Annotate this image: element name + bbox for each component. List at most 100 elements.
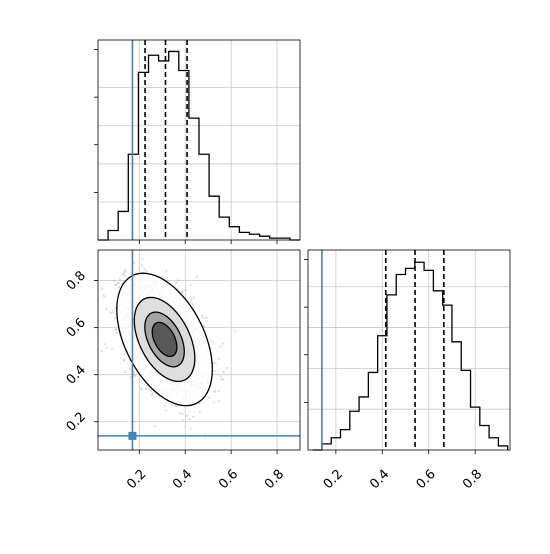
scatter-point xyxy=(114,328,117,331)
scatter-point xyxy=(121,273,124,276)
scatter-point xyxy=(115,331,118,335)
scatter-point xyxy=(220,378,223,381)
scatter-point xyxy=(124,268,127,272)
scatter-point xyxy=(115,328,118,331)
scatter-point xyxy=(203,324,206,328)
scatter-point xyxy=(111,347,114,350)
scatter-point xyxy=(116,281,119,284)
x-tick-label: 0.2 xyxy=(321,467,346,492)
histogram-step xyxy=(312,261,509,451)
y-tick-label: 0.4 xyxy=(64,362,89,387)
scatter-point xyxy=(175,281,178,284)
scatter-point xyxy=(190,427,193,430)
scatter-point xyxy=(100,350,103,353)
density-contour xyxy=(133,296,196,383)
scatter-point xyxy=(188,418,191,421)
scatter-point xyxy=(222,342,225,345)
scatter-point xyxy=(114,317,117,320)
x-tick-label: 0.6 xyxy=(414,467,439,492)
scatter-point xyxy=(132,261,136,264)
scatter-point xyxy=(205,316,208,319)
scatter-point xyxy=(191,415,195,418)
scatter-point xyxy=(189,284,192,287)
scatter-point xyxy=(202,317,205,320)
scatter-point xyxy=(141,264,144,267)
scatter-point xyxy=(212,390,216,393)
scatter-point xyxy=(133,420,136,423)
scatter-point xyxy=(217,389,220,392)
scatter-point xyxy=(192,296,196,299)
scatter-point xyxy=(129,376,132,379)
scatter-point xyxy=(114,306,117,309)
scatter-point xyxy=(145,387,148,390)
scatter-point xyxy=(122,359,125,362)
scatter-point xyxy=(181,413,184,416)
scatter-point xyxy=(132,372,135,375)
scatter-point xyxy=(217,357,220,361)
scatter-point xyxy=(104,342,107,345)
scatter-point xyxy=(163,404,166,407)
scatter-point xyxy=(203,433,207,436)
scatter-point xyxy=(109,311,112,314)
x-tick-label: 0.8 xyxy=(460,467,485,492)
scatter-point xyxy=(122,358,126,361)
histogram-step xyxy=(98,50,300,241)
x-tick-label: 0.4 xyxy=(367,467,392,492)
scatter-point xyxy=(219,375,222,378)
scatter-point xyxy=(115,283,118,287)
scatter-point xyxy=(185,414,188,418)
scatter-point xyxy=(113,283,116,286)
scatter-point xyxy=(148,388,151,391)
scatter-point xyxy=(219,345,222,348)
scatter-point xyxy=(117,282,120,285)
scatter-point xyxy=(134,374,137,377)
scatter-point xyxy=(190,301,193,304)
y-tick-label: 0.2 xyxy=(64,410,89,435)
scatter-point xyxy=(105,307,108,310)
scatter-panel: 0.2 0.4 0.6 0.8 0.2 0.4 0.6 0.8 xyxy=(64,249,301,492)
scatter-point xyxy=(198,411,201,414)
truth-marker xyxy=(128,431,137,440)
scatter-point xyxy=(234,329,237,332)
x-tick-label: 0.8 xyxy=(262,467,287,492)
y-tick-label: 0.8 xyxy=(64,268,89,293)
scatter-point xyxy=(140,388,143,391)
scatter-point xyxy=(173,404,176,407)
scatter-point xyxy=(102,294,105,297)
scatter-point xyxy=(201,314,204,318)
scatter-point xyxy=(191,303,195,306)
scatter-point xyxy=(118,278,122,281)
scatter-point xyxy=(170,403,174,406)
scatter-point xyxy=(217,399,221,402)
scatter-point xyxy=(123,371,126,374)
scatter-point xyxy=(208,396,211,400)
scatter-point xyxy=(129,367,132,371)
scatter-point xyxy=(150,394,153,397)
scatter-point xyxy=(181,418,184,422)
scatter-point xyxy=(153,425,156,428)
panel-frame xyxy=(307,249,511,451)
scatter-point xyxy=(123,271,127,274)
scatter-point xyxy=(165,409,168,412)
scatter-point xyxy=(222,370,225,374)
scatter-point xyxy=(141,258,144,261)
scatter-point xyxy=(111,309,114,312)
scatter-point xyxy=(165,269,168,273)
scatter-layer xyxy=(100,258,237,436)
scatter-point xyxy=(210,340,214,343)
scatter-point xyxy=(103,295,106,298)
scatter-point xyxy=(113,279,116,282)
scatter-point xyxy=(190,298,193,301)
scatter-point xyxy=(123,274,126,277)
scatter-point xyxy=(180,290,184,294)
scatter-point xyxy=(100,287,104,291)
scatter-point xyxy=(213,369,216,373)
x-tick-label: 0.4 xyxy=(170,467,195,492)
scatter-point xyxy=(184,289,187,292)
scatter-point xyxy=(214,390,217,393)
scatter-point xyxy=(117,286,121,289)
x-tick-label: 0.2 xyxy=(124,467,149,492)
scatter-point xyxy=(225,366,229,370)
scatter-point xyxy=(167,279,170,283)
